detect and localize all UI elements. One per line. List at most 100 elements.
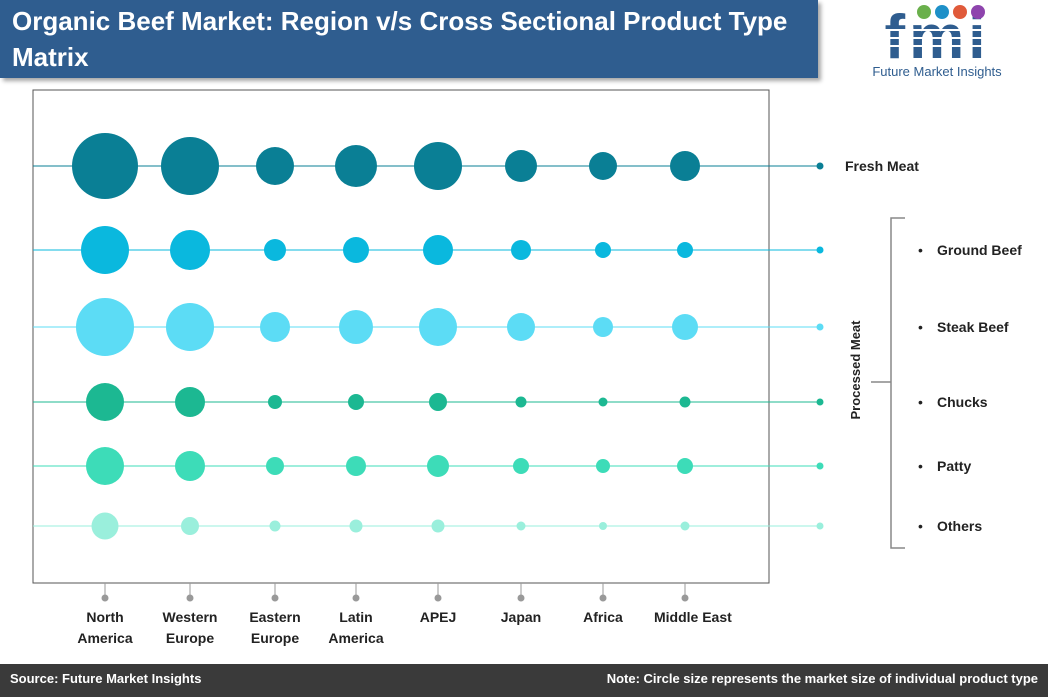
bubble	[170, 230, 210, 270]
bubble	[76, 298, 134, 356]
bubble	[175, 387, 205, 417]
size-note: Note: Circle size represents the market …	[606, 671, 1038, 686]
bubble	[589, 152, 617, 180]
x-tick-dot	[434, 594, 442, 602]
row-label: Fresh Meat	[845, 158, 919, 174]
row-end-dot	[816, 323, 824, 331]
x-tick-label: Japan	[501, 609, 541, 625]
x-tick-label: Africa	[583, 609, 623, 625]
row-end-dot	[816, 246, 824, 254]
bubble	[166, 303, 214, 351]
bubble	[670, 151, 700, 181]
bubble	[516, 521, 526, 531]
bubble	[343, 237, 369, 263]
x-tick-dot	[101, 594, 109, 602]
bubble	[260, 312, 290, 342]
group-label: Processed Meat	[848, 320, 863, 420]
row-end-dot	[816, 522, 824, 530]
row-end-dot	[816, 162, 824, 170]
bubble	[513, 458, 529, 474]
row-label: Patty	[937, 458, 971, 474]
x-tick-dot	[186, 594, 194, 602]
x-tick-label: North	[86, 609, 123, 625]
row-bullet: •	[918, 458, 923, 474]
bubble	[266, 457, 284, 475]
x-tick-label: America	[328, 630, 383, 646]
x-tick-dot	[599, 594, 607, 602]
bubble	[595, 242, 611, 258]
logo-dot-purple	[971, 5, 985, 19]
logo-stripes	[867, 29, 1007, 47]
row-end-dot	[816, 462, 824, 470]
bubble	[268, 395, 282, 409]
row-bullet: •	[918, 394, 923, 410]
x-tick-label: Middle East	[654, 609, 732, 625]
bubble	[339, 310, 373, 344]
chart-title: Organic Beef Market: Region v/s Cross Se…	[12, 6, 788, 72]
bubble	[427, 455, 449, 477]
logo-dot-green	[917, 5, 931, 19]
row-label: Steak Beef	[937, 319, 1009, 335]
x-tick-label: Eastern	[249, 609, 300, 625]
bubble	[269, 520, 281, 532]
row-bullet: •	[918, 319, 923, 335]
x-tick-label: Europe	[251, 630, 299, 646]
bubble-matrix-chart: Fresh Meat • Ground Beef • Steak Beef • Chucks…	[32, 89, 1022, 646]
bubble	[346, 456, 366, 476]
bubble	[598, 397, 608, 407]
bubble	[505, 150, 537, 182]
bubble	[348, 394, 364, 410]
bubble	[599, 522, 607, 530]
bubble	[429, 393, 447, 411]
bubble	[81, 226, 129, 274]
row-bullet: •	[918, 518, 923, 534]
x-tick-dot	[271, 594, 279, 602]
x-tick-label: America	[77, 630, 132, 646]
bubble	[596, 459, 610, 473]
bubble	[680, 521, 690, 531]
bubble	[335, 145, 377, 187]
title-banner: Organic Beef Market: Region v/s Cross Se…	[0, 0, 818, 78]
row-label: Ground Beef	[937, 242, 1022, 258]
bubble	[431, 519, 445, 533]
x-tick-label: APEJ	[420, 609, 457, 625]
bubble	[679, 396, 691, 408]
row-label: Others	[937, 518, 982, 534]
bubble	[677, 458, 693, 474]
row-bullet: •	[918, 242, 923, 258]
bubble	[86, 447, 124, 485]
x-tick-label: Latin	[339, 609, 372, 625]
row-end-dot	[816, 398, 824, 406]
x-tick-dot	[517, 594, 525, 602]
bubble	[423, 235, 453, 265]
bubble	[72, 133, 138, 199]
bubble	[264, 239, 286, 261]
bubble	[672, 314, 698, 340]
logo-dot-blue	[935, 5, 949, 19]
bubble	[593, 317, 613, 337]
bubble	[507, 313, 535, 341]
bubble	[349, 519, 363, 533]
x-tick-dot	[352, 594, 360, 602]
x-tick-label: Europe	[166, 630, 214, 646]
bubble	[256, 147, 294, 185]
row-label: Chucks	[937, 394, 988, 410]
logo-dot-red	[953, 5, 967, 19]
plot-frame	[32, 89, 770, 584]
bubble	[511, 240, 531, 260]
bubble	[515, 396, 527, 408]
bracket-line	[890, 217, 905, 549]
footer-bar: Source: Future Market Insights Note: Cir…	[0, 664, 1048, 697]
bubble	[175, 451, 205, 481]
logo-caption: Future Market Insights	[872, 64, 1002, 79]
bubble	[677, 242, 693, 258]
x-tick-dot	[681, 594, 689, 602]
bubble	[91, 512, 119, 540]
x-tick-label: Western	[163, 609, 218, 625]
bubble	[161, 137, 219, 195]
source-note: Source: Future Market Insights	[10, 671, 202, 686]
bubble	[419, 308, 457, 346]
bubble	[181, 517, 199, 535]
bubble	[86, 383, 124, 421]
fmi-logo-mark: fmi	[867, 3, 1007, 72]
